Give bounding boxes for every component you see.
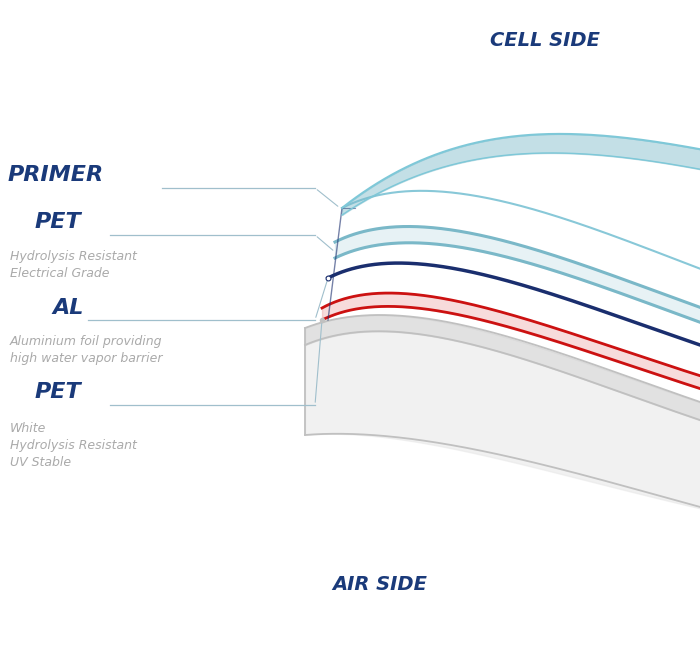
Text: PRIMER: PRIMER	[8, 165, 104, 185]
Text: PET: PET	[35, 212, 82, 232]
Text: CELL SIDE: CELL SIDE	[490, 31, 600, 49]
Text: PET: PET	[35, 382, 82, 402]
Text: White
Hydrolysis Resistant
UV Stable: White Hydrolysis Resistant UV Stable	[10, 421, 137, 469]
Text: Aluminium foil providing
high water vapor barrier: Aluminium foil providing high water vapo…	[10, 335, 162, 365]
Text: AL: AL	[52, 298, 83, 318]
Text: Hydrolysis Resistant
Electrical Grade: Hydrolysis Resistant Electrical Grade	[10, 250, 137, 280]
Text: AIR SIDE: AIR SIDE	[332, 575, 428, 595]
